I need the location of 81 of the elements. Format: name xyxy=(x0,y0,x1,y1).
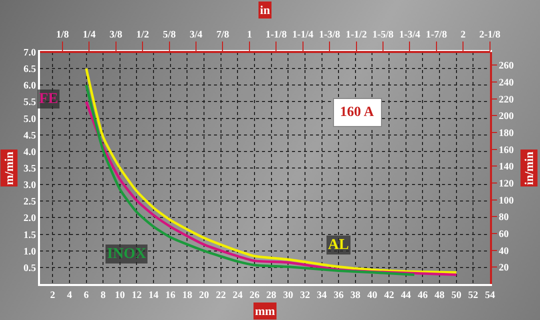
y-tick-label: 2.5 xyxy=(24,196,36,208)
x2-tick-label: 1-1/4 xyxy=(292,29,314,40)
y2-tick-label: 200 xyxy=(498,111,514,122)
x-tick-label: 30 xyxy=(283,290,294,301)
y-tick-label: 3.0 xyxy=(24,180,36,192)
y2-tick-label: 40 xyxy=(498,246,509,257)
x-tick-label: 32 xyxy=(300,290,310,301)
x-tick-label: 20 xyxy=(199,290,210,301)
x-tick-label: 28 xyxy=(266,290,276,301)
y2-tick-label: 120 xyxy=(498,178,514,190)
x2-tick-label: 7/8 xyxy=(216,29,230,40)
y-tick-label: 2.0 xyxy=(24,213,36,224)
y-tick-label: 6.5 xyxy=(24,64,36,76)
x-tick-label: 40 xyxy=(367,290,378,301)
x-tick-label: 6 xyxy=(84,290,89,301)
x2-tick-label: 1-5/8 xyxy=(372,29,394,40)
x-tick-label: 2 xyxy=(50,290,56,301)
x-tick-label: 54 xyxy=(485,290,495,301)
y-tick-label: 3.5 xyxy=(24,164,36,174)
x-tick-label: 26 xyxy=(249,290,260,301)
x-tick-label: 8 xyxy=(100,290,106,301)
y2-tick-label: 20 xyxy=(498,262,509,274)
y-tick-label: 7.0 xyxy=(24,48,36,58)
x-tick-label: 24 xyxy=(232,290,243,301)
x2-tick-label: 3/8 xyxy=(110,29,122,40)
x-tick-label: 16 xyxy=(165,290,176,301)
x-tick-label: 44 xyxy=(400,290,411,301)
y-tick-label: 5.5 xyxy=(24,97,36,108)
series-label: FE xyxy=(39,91,58,107)
y2-tick-label: 100 xyxy=(498,195,514,206)
y2-tick-label: 180 xyxy=(498,128,514,139)
y-tick-label: 4.5 xyxy=(24,130,36,142)
y-tick-label: 1.5 xyxy=(24,230,36,241)
x2-tick-label: 1-1/2 xyxy=(346,29,367,40)
y-tick-label: 4.0 xyxy=(24,146,36,158)
x2-tick-label: 2-1/8 xyxy=(479,29,500,40)
x-tick-label: 22 xyxy=(216,290,226,301)
y2-tick-label: 60 xyxy=(498,228,509,240)
x-tick-label: 42 xyxy=(384,290,394,301)
series-label: INOX xyxy=(107,246,146,262)
x-tick-label: 14 xyxy=(148,290,159,301)
y2-tick-label: 240 xyxy=(498,77,514,88)
x2-tick-label: 1-7/8 xyxy=(426,29,447,40)
x2-tick-label: 1/4 xyxy=(82,29,96,40)
x2-tick-label: 1-1/8 xyxy=(266,29,287,40)
x-tick-label: 36 xyxy=(334,290,344,301)
x-tick-label: 46 xyxy=(418,290,428,301)
y2-tick-label: 80 xyxy=(498,212,509,224)
x-tick-label: 48 xyxy=(434,290,445,301)
y-tick-label: 6.0 xyxy=(24,80,36,92)
series-label: AL xyxy=(328,237,349,253)
y-tick-label: 1.0 xyxy=(24,246,36,258)
x2-tick-label: 1-3/4 xyxy=(399,29,420,40)
x2-tick-label: 1 xyxy=(246,29,252,40)
x2-axis-title: in xyxy=(260,3,270,17)
x-tick-label: 50 xyxy=(451,290,462,301)
y-tick-label: 0.5 xyxy=(24,262,36,274)
y2-tick-label: 220 xyxy=(498,94,514,106)
y-axis-title: m/min xyxy=(2,151,16,185)
x-axis-title: mm xyxy=(255,304,275,318)
x-tick-label: 4 xyxy=(66,290,72,301)
y-tick-label: 5.0 xyxy=(24,114,36,125)
x2-tick-label: 1-3/8 xyxy=(318,29,340,40)
x-tick-label: 38 xyxy=(350,290,360,301)
line-series xyxy=(85,84,416,276)
x2-tick-label: 1/2 xyxy=(136,29,149,40)
x2-tick-label: 3/4 xyxy=(190,29,202,40)
x2-tick-label: 1/8 xyxy=(56,29,69,40)
x-tick-label: 52 xyxy=(468,290,478,301)
line-series xyxy=(85,67,458,274)
x2-tick-label: 2 xyxy=(460,29,466,40)
annotation: 160 A xyxy=(340,105,375,120)
x-tick-label: 18 xyxy=(182,290,192,301)
y2-tick-label: 140 xyxy=(498,162,514,173)
x-tick-label: 34 xyxy=(316,290,327,301)
x-tick-label: 10 xyxy=(114,290,125,301)
y2-axis-title: in/min xyxy=(522,151,536,185)
x2-tick-label: 5/8 xyxy=(162,29,176,40)
y2-tick-label: 260 xyxy=(498,60,514,72)
y2-tick-label: 160 xyxy=(498,144,514,156)
x-tick-label: 12 xyxy=(132,290,142,301)
